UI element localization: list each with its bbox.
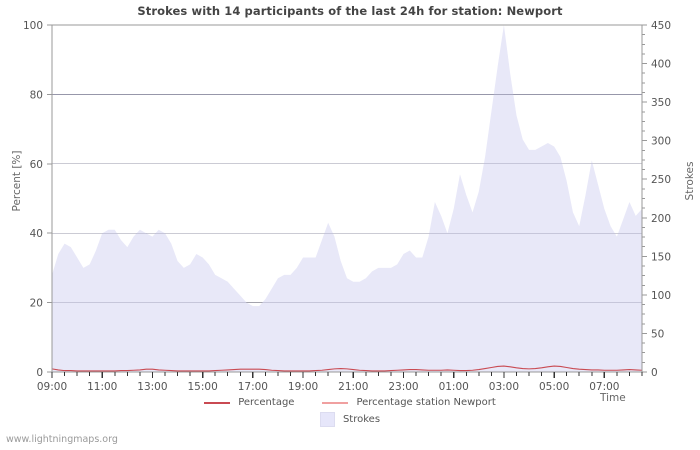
svg-text:0: 0 [651,367,658,379]
legend-item-percentage-station[interactable]: Percentage station Newport [322,397,496,408]
legend-swatch-strokes [319,412,335,427]
svg-text:450: 450 [651,20,671,32]
svg-text:100: 100 [23,20,43,32]
svg-text:350: 350 [651,97,671,109]
svg-text:09:00: 09:00 [37,381,67,393]
svg-text:60: 60 [30,159,43,171]
legend-label-percentage-station: Percentage station Newport [356,397,496,408]
svg-text:07:00: 07:00 [589,381,619,393]
svg-text:20: 20 [30,298,43,310]
legend-item-percentage[interactable]: Percentage [204,397,294,408]
svg-text:23:00: 23:00 [388,381,418,393]
svg-text:200: 200 [651,213,671,225]
legend-row-primary: Percentage Percentage station Newport [0,394,700,411]
x-axis-label: Time [600,392,626,404]
svg-text:150: 150 [651,251,671,263]
svg-text:03:00: 03:00 [489,381,519,393]
svg-text:21:00: 21:00 [338,381,368,393]
svg-text:17:00: 17:00 [238,381,268,393]
svg-text:400: 400 [651,59,671,71]
svg-text:300: 300 [651,136,671,148]
chart-legend: Percentage Percentage station Newport St… [0,394,700,428]
svg-text:80: 80 [30,89,43,101]
svg-text:01:00: 01:00 [439,381,469,393]
svg-text:05:00: 05:00 [539,381,569,393]
svg-text:40: 40 [30,228,43,240]
legend-label-percentage: Percentage [238,397,295,408]
svg-text:50: 50 [651,328,664,340]
chart-title: Strokes with 14 participants of the last… [137,4,563,18]
svg-text:19:00: 19:00 [288,381,318,393]
svg-text:15:00: 15:00 [188,381,218,393]
svg-text:250: 250 [651,174,671,186]
legend-swatch-percentage-station [322,401,349,404]
watermark: www.lightningmaps.org [6,434,118,445]
legend-item-strokes[interactable]: Strokes [319,412,381,427]
svg-text:100: 100 [651,290,671,302]
svg-text:11:00: 11:00 [87,381,117,393]
legend-swatch-percentage [204,401,231,404]
legend-row-secondary: Strokes [0,411,700,428]
svg-text:0: 0 [36,367,43,379]
svg-text:13:00: 13:00 [137,381,167,393]
legend-label-strokes: Strokes [342,414,381,425]
